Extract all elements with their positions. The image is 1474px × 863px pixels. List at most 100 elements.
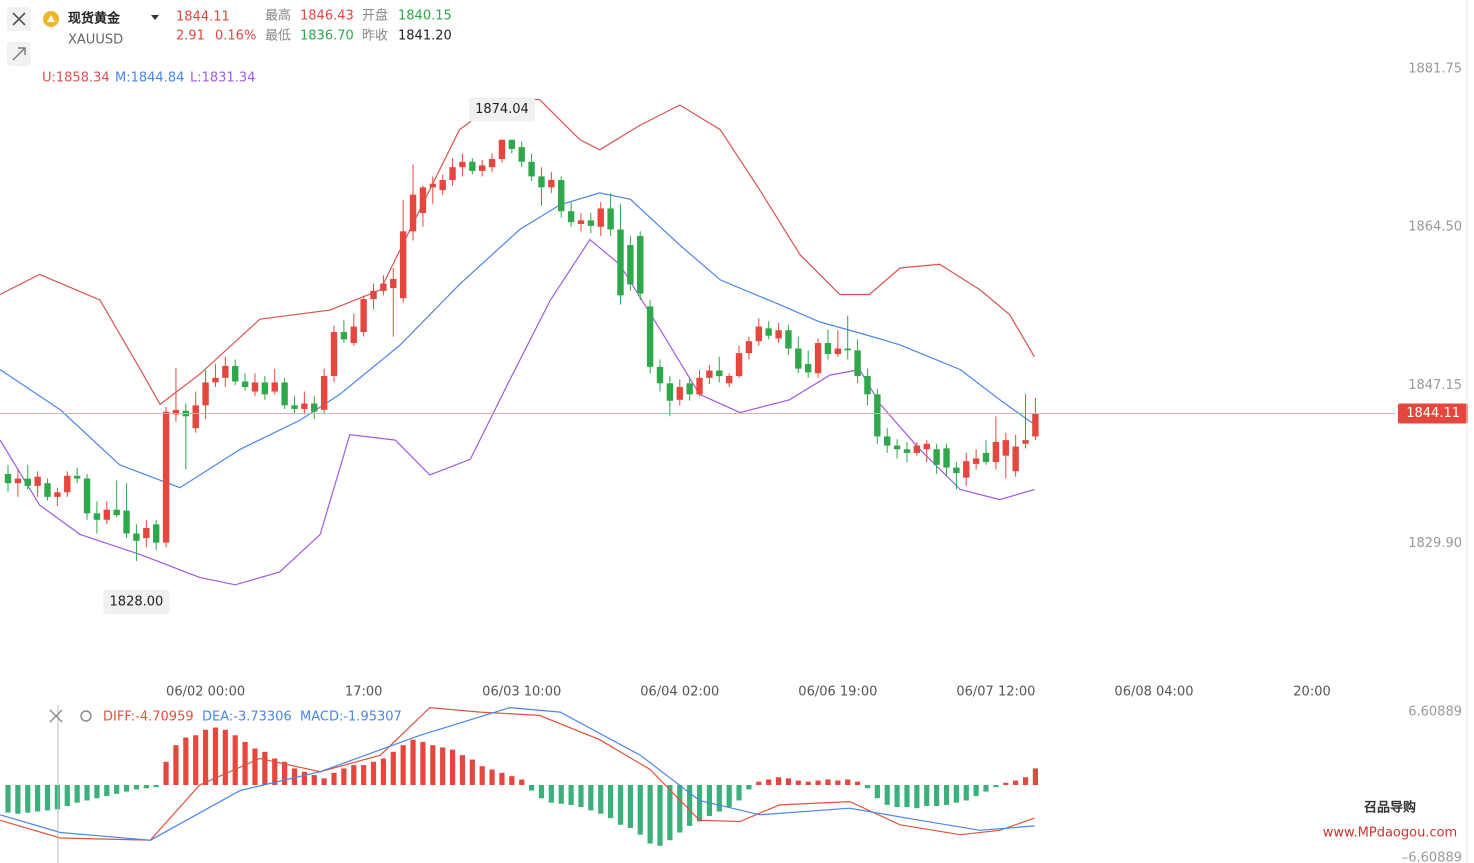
candle-body xyxy=(627,245,634,285)
candle-body xyxy=(419,187,427,214)
close-icon xyxy=(12,12,26,26)
macd-bar xyxy=(785,778,792,785)
candle-body xyxy=(735,353,743,377)
dropdown-arrow[interactable] xyxy=(151,15,159,20)
candle-body xyxy=(281,382,288,406)
gold-icon-mark xyxy=(47,15,55,22)
candle-body xyxy=(311,403,318,412)
candle-body xyxy=(844,348,851,351)
macd-bar xyxy=(420,741,426,785)
candle-body xyxy=(903,449,911,453)
candle-body xyxy=(251,382,259,392)
macd-bar xyxy=(341,768,347,785)
candle-body xyxy=(340,332,348,340)
macd-bar xyxy=(133,784,140,790)
candle-body xyxy=(152,524,160,543)
candle-body xyxy=(923,443,930,450)
candle-body xyxy=(874,394,881,437)
macd-bar xyxy=(746,784,752,790)
candle-body xyxy=(706,370,713,378)
macd-bar xyxy=(499,772,505,785)
candle-body xyxy=(548,180,555,188)
candle-body xyxy=(567,211,575,223)
macd-bar xyxy=(716,784,722,812)
macd-bar xyxy=(854,781,861,785)
macd-bar xyxy=(143,784,149,789)
candle-body xyxy=(301,403,308,409)
macd-bar xyxy=(212,727,219,785)
candle-body xyxy=(212,377,219,383)
macd-bar xyxy=(361,765,367,785)
candle-body xyxy=(488,158,496,168)
macd-bar xyxy=(163,761,169,785)
candle-body xyxy=(241,381,249,387)
macd-bar xyxy=(410,739,416,785)
candle-body xyxy=(963,461,970,478)
candle-body xyxy=(508,139,516,149)
candle-body xyxy=(429,183,436,188)
candle-body xyxy=(854,350,861,377)
candle-body xyxy=(469,161,476,171)
candle-body xyxy=(577,220,585,225)
candle-body xyxy=(538,176,545,188)
macd-bar xyxy=(301,771,307,785)
macd-bar xyxy=(449,749,456,785)
macd-bar xyxy=(35,784,41,812)
macd-bar xyxy=(805,781,811,785)
macd-bar xyxy=(815,780,821,785)
candle-body xyxy=(478,165,486,171)
macd-bar xyxy=(756,781,762,785)
candle-body xyxy=(123,510,130,534)
macd-bar xyxy=(578,784,584,808)
macd-bar xyxy=(400,745,406,785)
macd-bar xyxy=(489,769,495,785)
macd-bar xyxy=(282,761,288,785)
macd-bar xyxy=(973,784,979,797)
macd-bar xyxy=(153,784,159,788)
candle-body xyxy=(587,220,595,226)
macd-settings-icon[interactable] xyxy=(80,710,92,722)
macd-bar xyxy=(568,784,574,805)
macd-bar xyxy=(291,768,298,785)
candle-body xyxy=(54,492,61,497)
x-tick-label: 06/04 02:00 xyxy=(640,685,719,700)
macd-bar xyxy=(104,784,110,797)
candle-body xyxy=(143,528,150,539)
candle-body xyxy=(982,452,990,463)
candle-body xyxy=(222,365,229,378)
candle-body xyxy=(83,478,91,514)
candle-body xyxy=(943,448,950,468)
candle-body xyxy=(913,445,921,453)
candle-body xyxy=(330,332,338,377)
boll-line xyxy=(0,238,1035,586)
macd-bar xyxy=(864,784,871,789)
candle-body xyxy=(785,330,792,349)
macd-bar xyxy=(390,751,396,785)
macd-bar xyxy=(252,748,258,785)
y-tick-label: –6.60889 xyxy=(1402,851,1462,863)
candle-body xyxy=(360,299,367,333)
macd-bar xyxy=(884,784,890,805)
x-tick-label: 06/08 04:00 xyxy=(1114,685,1193,700)
macd-bar xyxy=(262,751,268,785)
macd-bar xyxy=(430,745,436,785)
x-tick-label: 06/03 10:00 xyxy=(482,685,561,700)
candle-body xyxy=(558,180,565,212)
macd-bar xyxy=(953,784,959,803)
candle-body xyxy=(795,348,802,369)
y-tick-label: 1881.75 xyxy=(1408,61,1462,76)
candle-body xyxy=(1032,413,1039,437)
macd-bar xyxy=(677,784,683,833)
macd-bar xyxy=(963,784,969,801)
candle-body xyxy=(291,405,298,409)
macd-close-icon[interactable] xyxy=(49,709,63,723)
candle-body xyxy=(992,441,1000,463)
macd-bar xyxy=(637,784,643,835)
candle-body xyxy=(716,370,723,377)
candle-body xyxy=(528,161,535,177)
candle-body xyxy=(1022,440,1029,444)
macd-bar xyxy=(1013,780,1019,785)
stat-label: 昨收 xyxy=(362,29,388,44)
